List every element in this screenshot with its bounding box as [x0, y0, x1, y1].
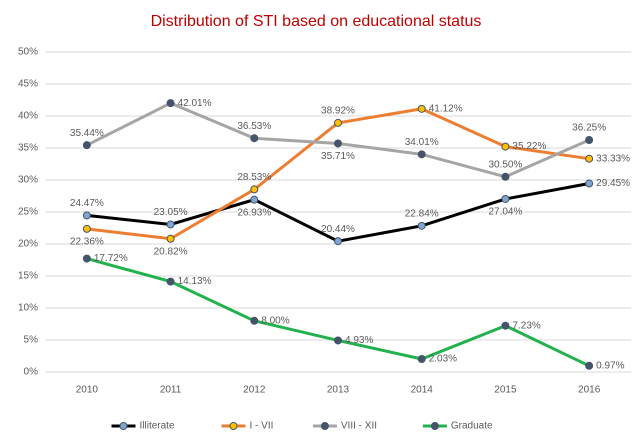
marker	[250, 316, 259, 325]
marker	[166, 234, 175, 243]
x-tick-label: 2010	[76, 385, 99, 396]
marker	[82, 254, 91, 263]
data-label: 42.01%	[178, 98, 212, 109]
legend-marker	[229, 422, 238, 430]
x-tick-label: 2011	[160, 385, 182, 396]
marker	[334, 237, 342, 246]
marker	[82, 224, 91, 233]
marker	[501, 172, 510, 181]
data-label: 20.44%	[321, 224, 355, 235]
data-label: 35.71%	[321, 151, 355, 162]
x-tick-label: 2016	[578, 385, 601, 396]
marker	[417, 150, 426, 159]
marker	[585, 361, 594, 370]
data-label: 7.23%	[512, 320, 540, 331]
legend-marker	[430, 422, 439, 430]
marker	[166, 99, 175, 108]
y-tick-label: 20%	[18, 239, 38, 250]
data-label: 26.93%	[237, 207, 271, 218]
marker	[166, 277, 175, 286]
line-series	[86, 257, 590, 368]
data-label: 23.05%	[154, 207, 188, 218]
x-tick-label: 2012	[243, 385, 266, 396]
x-tick-label: 2015	[494, 385, 517, 396]
y-tick-label: 40%	[18, 111, 38, 122]
marker	[82, 141, 91, 150]
marker	[334, 139, 342, 148]
x-tick-label: 2014	[411, 385, 434, 396]
data-label: 22.84%	[405, 208, 439, 219]
data-label: 27.04%	[488, 207, 522, 218]
data-label: 17.72%	[94, 253, 128, 264]
y-tick-label: 30%	[18, 175, 38, 186]
marker	[585, 179, 594, 188]
marker	[501, 321, 510, 330]
y-tick-label: 50%	[18, 47, 38, 58]
y-tick-label: 0%	[24, 367, 39, 378]
legend-label: Graduate	[451, 421, 493, 432]
data-label: 36.53%	[237, 121, 271, 132]
marker	[334, 336, 342, 345]
data-label: 41.12%	[429, 103, 463, 114]
marker	[585, 136, 594, 144]
marker	[250, 195, 259, 204]
marker	[417, 221, 426, 230]
y-tick-label: 35%	[18, 143, 38, 154]
y-tick-label: 45%	[18, 79, 38, 90]
marker	[334, 118, 342, 127]
marker	[166, 220, 175, 229]
legend-label: Illiterate	[140, 421, 175, 432]
legend-label: I - VII	[250, 421, 274, 432]
data-label: 4.93%	[345, 335, 373, 346]
data-label: 34.01%	[405, 137, 439, 148]
data-label: 22.36%	[70, 237, 104, 248]
data-label: 28.53%	[237, 172, 271, 183]
y-tick-label: 15%	[18, 271, 38, 282]
marker	[417, 355, 426, 364]
data-label: 8.00%	[261, 315, 289, 326]
x-tick-label: 2013	[327, 385, 350, 396]
y-tick-label: 10%	[18, 303, 38, 314]
data-label: 20.82%	[154, 246, 188, 257]
marker	[585, 154, 594, 163]
data-label: 24.47%	[70, 198, 104, 209]
data-label: 35.44%	[70, 128, 104, 139]
data-label: 30.50%	[488, 159, 522, 170]
data-label: 33.33%	[596, 153, 630, 164]
legend-marker	[119, 422, 128, 430]
marker	[501, 142, 510, 151]
data-label: 29.45%	[596, 178, 630, 189]
y-tick-label: 25%	[18, 207, 38, 218]
marker	[250, 134, 259, 143]
marker	[501, 194, 510, 203]
data-label: 2.03%	[429, 354, 457, 365]
marker	[417, 104, 426, 113]
legend-marker	[320, 422, 329, 430]
data-label: 38.92%	[321, 106, 355, 117]
data-label: 36.25%	[572, 123, 606, 134]
marker	[250, 185, 259, 194]
data-label: 14.13%	[178, 276, 212, 287]
data-label: 35.22%	[512, 141, 546, 152]
data-label: 0.97%	[596, 360, 624, 371]
y-tick-label: 5%	[24, 335, 39, 346]
legend-label: VIII - XII	[341, 421, 377, 432]
chart-title: Distribution of STI based on educational…	[151, 13, 482, 30]
marker	[82, 211, 91, 220]
